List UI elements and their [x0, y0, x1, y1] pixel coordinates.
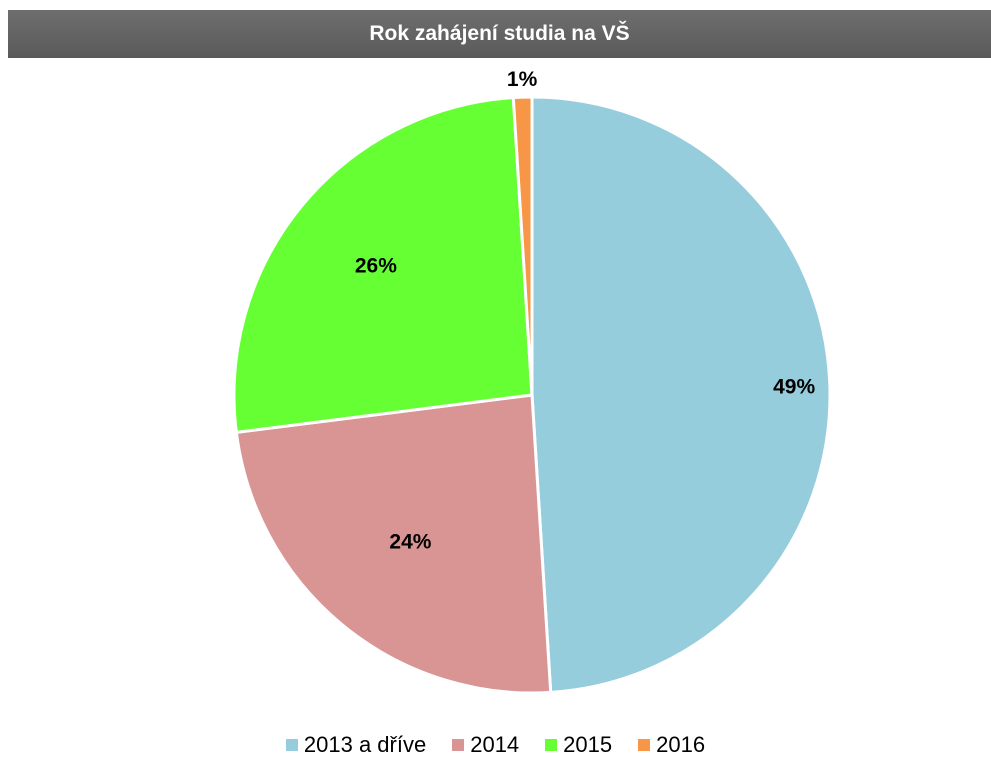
data-label-2014: 24% [389, 530, 431, 553]
legend-swatch-2016 [638, 739, 651, 751]
legend-label-2015: 2015 [563, 732, 613, 757]
data-label-2016: 1% [507, 68, 538, 91]
pie-slice-2014 [234, 393, 553, 695]
legend-swatch-2013 [285, 739, 298, 751]
pie-slice-2016 [511, 95, 534, 397]
pie-chart: 49% 24% 26% 1% [232, 68, 832, 695]
legend-item-2016: 2016 [638, 732, 705, 758]
legend-label-2016: 2016 [656, 732, 706, 757]
pie-slice-2015 [232, 96, 534, 434]
legend-label-2014: 2014 [470, 732, 520, 757]
legend-label-2013: 2013 a dříve [303, 732, 427, 757]
pie-slice-2013 [530, 95, 832, 694]
legend-item-2015: 2015 [545, 732, 612, 758]
legend-swatch-2015 [545, 739, 558, 751]
legend: 2013 a dříve 2014 2015 2016 [0, 728, 991, 762]
data-label-2013: 49% [773, 375, 815, 398]
legend-item-2014: 2014 [452, 732, 519, 758]
legend-item-2013: 2013 a dříve [285, 732, 427, 758]
legend-swatch-2014 [452, 739, 465, 751]
data-label-2015: 26% [355, 254, 397, 277]
chart-title: Rok zahájení studia na VŠ [8, 10, 991, 58]
